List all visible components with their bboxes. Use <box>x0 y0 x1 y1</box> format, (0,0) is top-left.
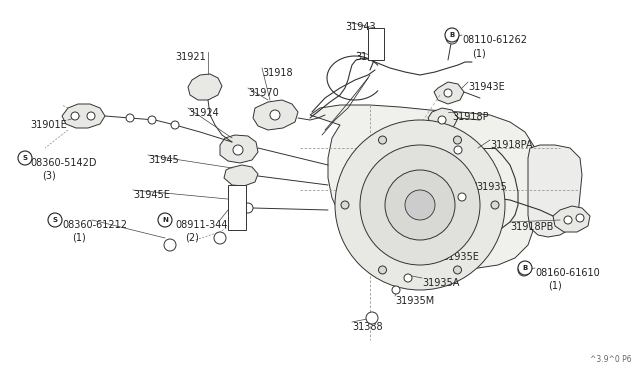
Text: 08360-61212: 08360-61212 <box>62 220 127 230</box>
Circle shape <box>87 112 95 120</box>
Polygon shape <box>528 145 582 237</box>
Text: S: S <box>22 155 28 161</box>
Circle shape <box>378 136 387 144</box>
Circle shape <box>518 264 530 276</box>
Circle shape <box>438 116 446 124</box>
Circle shape <box>270 110 280 120</box>
Circle shape <box>18 151 32 165</box>
Circle shape <box>158 213 172 227</box>
Text: 31388: 31388 <box>352 322 383 332</box>
Text: ^3.9^0 P6: ^3.9^0 P6 <box>590 355 632 364</box>
Text: 31945: 31945 <box>148 155 179 165</box>
Text: 31921: 31921 <box>175 52 205 62</box>
Circle shape <box>366 312 378 324</box>
Circle shape <box>233 195 243 205</box>
Text: N: N <box>162 217 168 223</box>
Text: 31943E: 31943E <box>468 82 505 92</box>
Text: 31935A: 31935A <box>422 278 460 288</box>
Text: 08160-61610: 08160-61610 <box>535 268 600 278</box>
Polygon shape <box>188 74 222 100</box>
Text: 31901E: 31901E <box>30 120 67 130</box>
Polygon shape <box>224 165 258 186</box>
Circle shape <box>341 201 349 209</box>
Circle shape <box>233 210 243 220</box>
Circle shape <box>126 114 134 122</box>
Text: 31924: 31924 <box>188 108 219 118</box>
Text: B: B <box>449 32 454 38</box>
Circle shape <box>164 239 176 251</box>
Circle shape <box>491 201 499 209</box>
Text: 08110-61262: 08110-61262 <box>462 35 527 45</box>
Polygon shape <box>310 105 538 268</box>
Circle shape <box>454 266 461 274</box>
Circle shape <box>446 32 458 44</box>
Text: (1): (1) <box>548 280 562 290</box>
Circle shape <box>404 274 412 282</box>
Circle shape <box>454 146 462 154</box>
Text: 31935: 31935 <box>476 182 507 192</box>
Circle shape <box>454 136 461 144</box>
Circle shape <box>444 89 452 97</box>
Circle shape <box>243 203 253 213</box>
Circle shape <box>233 145 243 155</box>
Circle shape <box>214 232 226 244</box>
Circle shape <box>458 193 466 201</box>
Circle shape <box>405 190 435 220</box>
Text: 08360-5142D: 08360-5142D <box>30 158 97 168</box>
Circle shape <box>518 261 532 275</box>
Circle shape <box>385 170 455 240</box>
Text: S: S <box>52 217 58 223</box>
Text: (1): (1) <box>472 48 486 58</box>
Text: (2): (2) <box>185 232 199 242</box>
Circle shape <box>445 28 459 42</box>
Text: (3): (3) <box>42 170 56 180</box>
Text: 31970: 31970 <box>248 88 279 98</box>
FancyBboxPatch shape <box>228 185 246 230</box>
Circle shape <box>71 112 79 120</box>
Circle shape <box>171 121 179 129</box>
Text: 31945E: 31945E <box>133 190 170 200</box>
Polygon shape <box>446 184 478 208</box>
Circle shape <box>335 120 505 290</box>
Text: 31918P: 31918P <box>452 112 488 122</box>
Text: 31935M: 31935M <box>395 296 435 306</box>
Text: B: B <box>522 265 527 271</box>
Circle shape <box>360 145 480 265</box>
FancyBboxPatch shape <box>368 28 384 60</box>
Circle shape <box>378 266 387 274</box>
Text: 31944: 31944 <box>355 52 386 62</box>
Text: 31935E: 31935E <box>442 252 479 262</box>
Circle shape <box>564 216 572 224</box>
Circle shape <box>48 213 62 227</box>
Circle shape <box>576 214 584 222</box>
Polygon shape <box>434 82 464 104</box>
Circle shape <box>148 116 156 124</box>
Polygon shape <box>253 100 298 130</box>
Text: 08911-34410: 08911-34410 <box>175 220 240 230</box>
Polygon shape <box>428 108 458 130</box>
Polygon shape <box>553 206 590 232</box>
Polygon shape <box>220 135 258 163</box>
Text: 31943: 31943 <box>345 22 376 32</box>
Text: (1): (1) <box>72 232 86 242</box>
Text: 31918PA: 31918PA <box>490 140 532 150</box>
Polygon shape <box>62 104 105 128</box>
Polygon shape <box>444 138 474 160</box>
Circle shape <box>392 286 400 294</box>
Text: 31918PB: 31918PB <box>510 222 554 232</box>
Text: 31918: 31918 <box>262 68 292 78</box>
